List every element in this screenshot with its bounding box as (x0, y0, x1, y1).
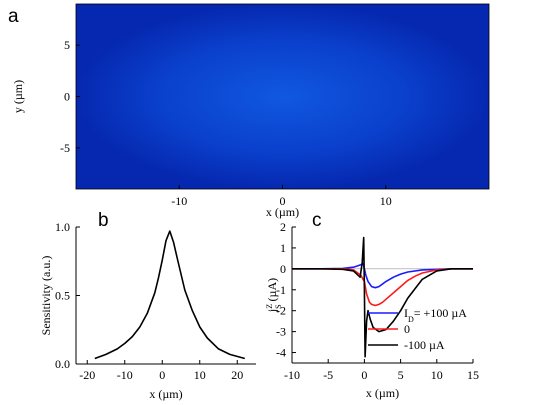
hotspot-top (187, 4, 377, 114)
y-tick-label: 0 (64, 90, 70, 104)
x-tick-label: 0 (159, 368, 165, 382)
x-axis-title: x (µm) (266, 205, 299, 219)
x-tick-label: -10 (284, 368, 300, 382)
y-tick-label: -4 (276, 346, 286, 360)
hotspot-bottom (187, 79, 377, 189)
y-tick-label: 2 (280, 220, 286, 234)
x-tick-label: 10 (194, 368, 206, 382)
panel-c-letter: c (312, 210, 322, 231)
panel-a-letter: a (8, 6, 19, 27)
y-axis-title: Sensitivity (a.u.) (39, 256, 53, 336)
x-tick-label: 0 (361, 368, 367, 382)
series-line (292, 262, 473, 289)
legend-label: ID= +100 µA (404, 306, 467, 324)
series-line (292, 236, 473, 358)
series-line (94, 230, 246, 360)
y-tick-label: 5 (64, 38, 70, 52)
x-tick-label: -10 (171, 194, 187, 208)
y-tick-label: 1 (280, 241, 286, 255)
y-tick-label: -2 (276, 304, 286, 318)
x-tick-label: 10 (380, 194, 392, 208)
x-tick-label: 5 (398, 368, 404, 382)
panel-a-heatmap: -10 0 10 5 0 -5 x (µm) y (µm) a (8, 3, 490, 219)
x-tick-label: 15 (467, 368, 479, 382)
x-tick-label: -20 (79, 368, 95, 382)
y-tick-label: 0.5 (55, 289, 70, 303)
x-tick-label: -5 (323, 368, 333, 382)
x-tick-label: 10 (431, 368, 443, 382)
y-axis-title: y (µm) (11, 80, 25, 113)
x-tick-label: 0 (280, 194, 286, 208)
panel-b-letter: b (98, 210, 109, 231)
panel-b-line-chart: -20 -10 0 10 20 0.0 0.5 1.0 x (µm) Sensitivity (a… (39, 210, 256, 401)
y-tick-label: 0.0 (55, 357, 70, 371)
x-axis-title: x (µm) (366, 386, 399, 400)
legend-label: -100 µA (404, 338, 445, 352)
x-tick-label: -10 (117, 368, 133, 382)
y-tick-label: -1 (276, 283, 286, 297)
y-tick-label: 1.0 (55, 220, 70, 234)
series-line (292, 267, 473, 307)
y-tick-label: -5 (60, 141, 70, 155)
legend-label: 0 (404, 322, 410, 336)
x-axis-title: x (µm) (149, 387, 182, 401)
x-tick-label: 20 (231, 368, 243, 382)
y-tick-label: 0 (280, 262, 286, 276)
y-tick-label: -3 (276, 325, 286, 339)
y-axis-title: jZS (µA) (265, 278, 283, 313)
